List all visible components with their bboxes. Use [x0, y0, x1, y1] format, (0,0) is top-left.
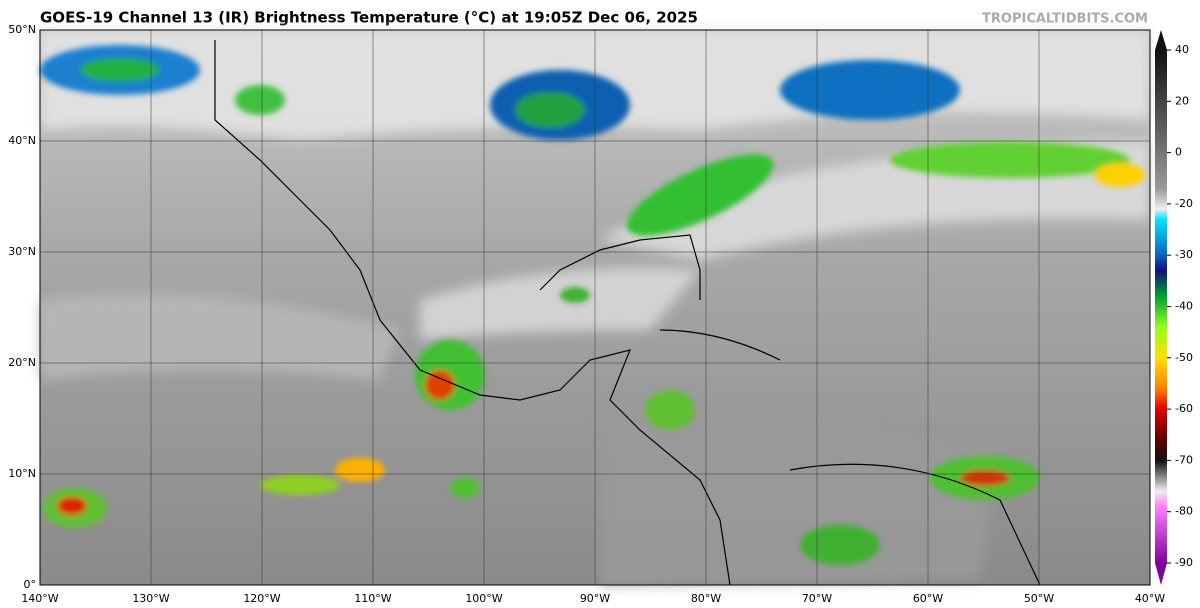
lat-label: 40°N [8, 134, 36, 147]
lon-label: 130°W [132, 592, 169, 605]
lon-label: 60°W [913, 592, 943, 605]
lat-label: 20°N [8, 356, 36, 369]
colorbar-tick-label: -30 [1175, 248, 1193, 261]
title: GOES-19 Channel 13 (IR) Brightness Tempe… [40, 9, 698, 27]
lat-label: 30°N [8, 245, 36, 258]
colorbar-tick-label: -90 [1175, 556, 1193, 569]
lon-label: 120°W [243, 592, 280, 605]
lon-label: 140°W [21, 592, 58, 605]
colorbar-tick-label: -20 [1175, 197, 1193, 210]
lon-label: 70°W [802, 592, 832, 605]
credit: TROPICALTIDBITS.COM [982, 12, 1148, 27]
lon-label: 50°W [1024, 592, 1054, 605]
lon-label: 100°W [465, 592, 502, 605]
colorbar-tick-label: -60 [1175, 402, 1193, 415]
lat-label: 10°N [8, 467, 36, 480]
colorbar-tick-label: -50 [1175, 351, 1193, 364]
colorbar-tick-label: 0 [1175, 146, 1182, 159]
colorbar-tick-label: -80 [1175, 505, 1193, 518]
lat-label: 0° [24, 578, 37, 591]
colorbar-tick-label: 20 [1175, 94, 1189, 107]
lat-label: 50°N [8, 23, 36, 36]
lon-label: 90°W [580, 592, 610, 605]
lon-label: 40°W [1135, 592, 1165, 605]
colorbar-tick-label: 40 [1175, 43, 1189, 56]
lon-label: 80°W [691, 592, 721, 605]
colorbar-tick-label: -70 [1175, 453, 1193, 466]
colorbar-tick-label: -40 [1175, 300, 1193, 313]
lon-label: 110°W [354, 592, 391, 605]
colorbar [1155, 30, 1167, 585]
map-frame [39, 29, 1151, 586]
